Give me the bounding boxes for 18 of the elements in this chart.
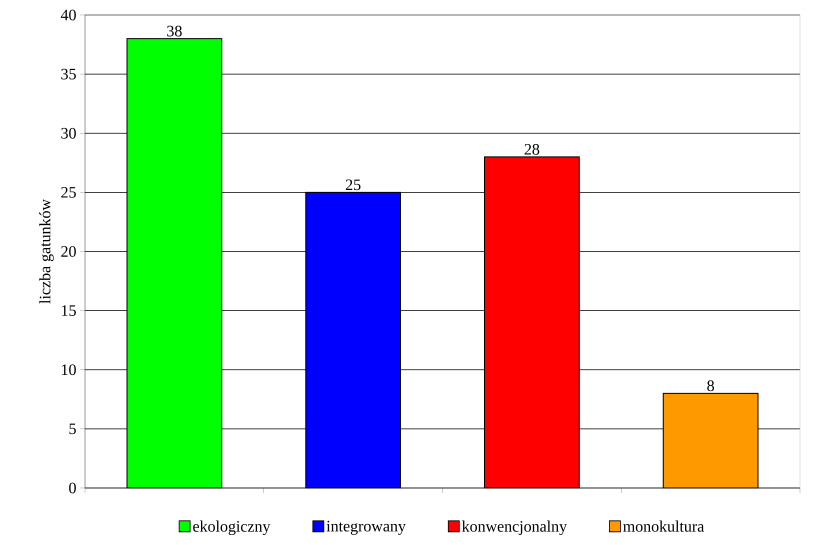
legend-label: integrowany: [326, 520, 406, 535]
y-tick-label: 15: [62, 305, 76, 316]
y-tick-label: 20: [61, 246, 76, 257]
legend-label: ekologiczny: [193, 520, 270, 536]
y-tick-label: 40: [60, 10, 76, 20]
data-label: 25: [346, 179, 360, 190]
legend-label: monokultura: [623, 520, 704, 532]
y-tick-label: 10: [62, 364, 76, 376]
y-axis-title: liczba gatunków: [39, 199, 54, 304]
y-tick-label: 30: [61, 128, 76, 139]
legend-label: konwencjonalny: [462, 520, 567, 536]
y-tick-label: 0: [69, 482, 76, 494]
data-label: 8: [707, 380, 714, 392]
data-label: 28: [524, 144, 540, 155]
data-label: 38: [167, 26, 182, 36]
y-tick-label: 5: [69, 424, 76, 434]
y-tick-label: 25: [61, 187, 76, 198]
y-tick-label: 35: [61, 68, 76, 80]
